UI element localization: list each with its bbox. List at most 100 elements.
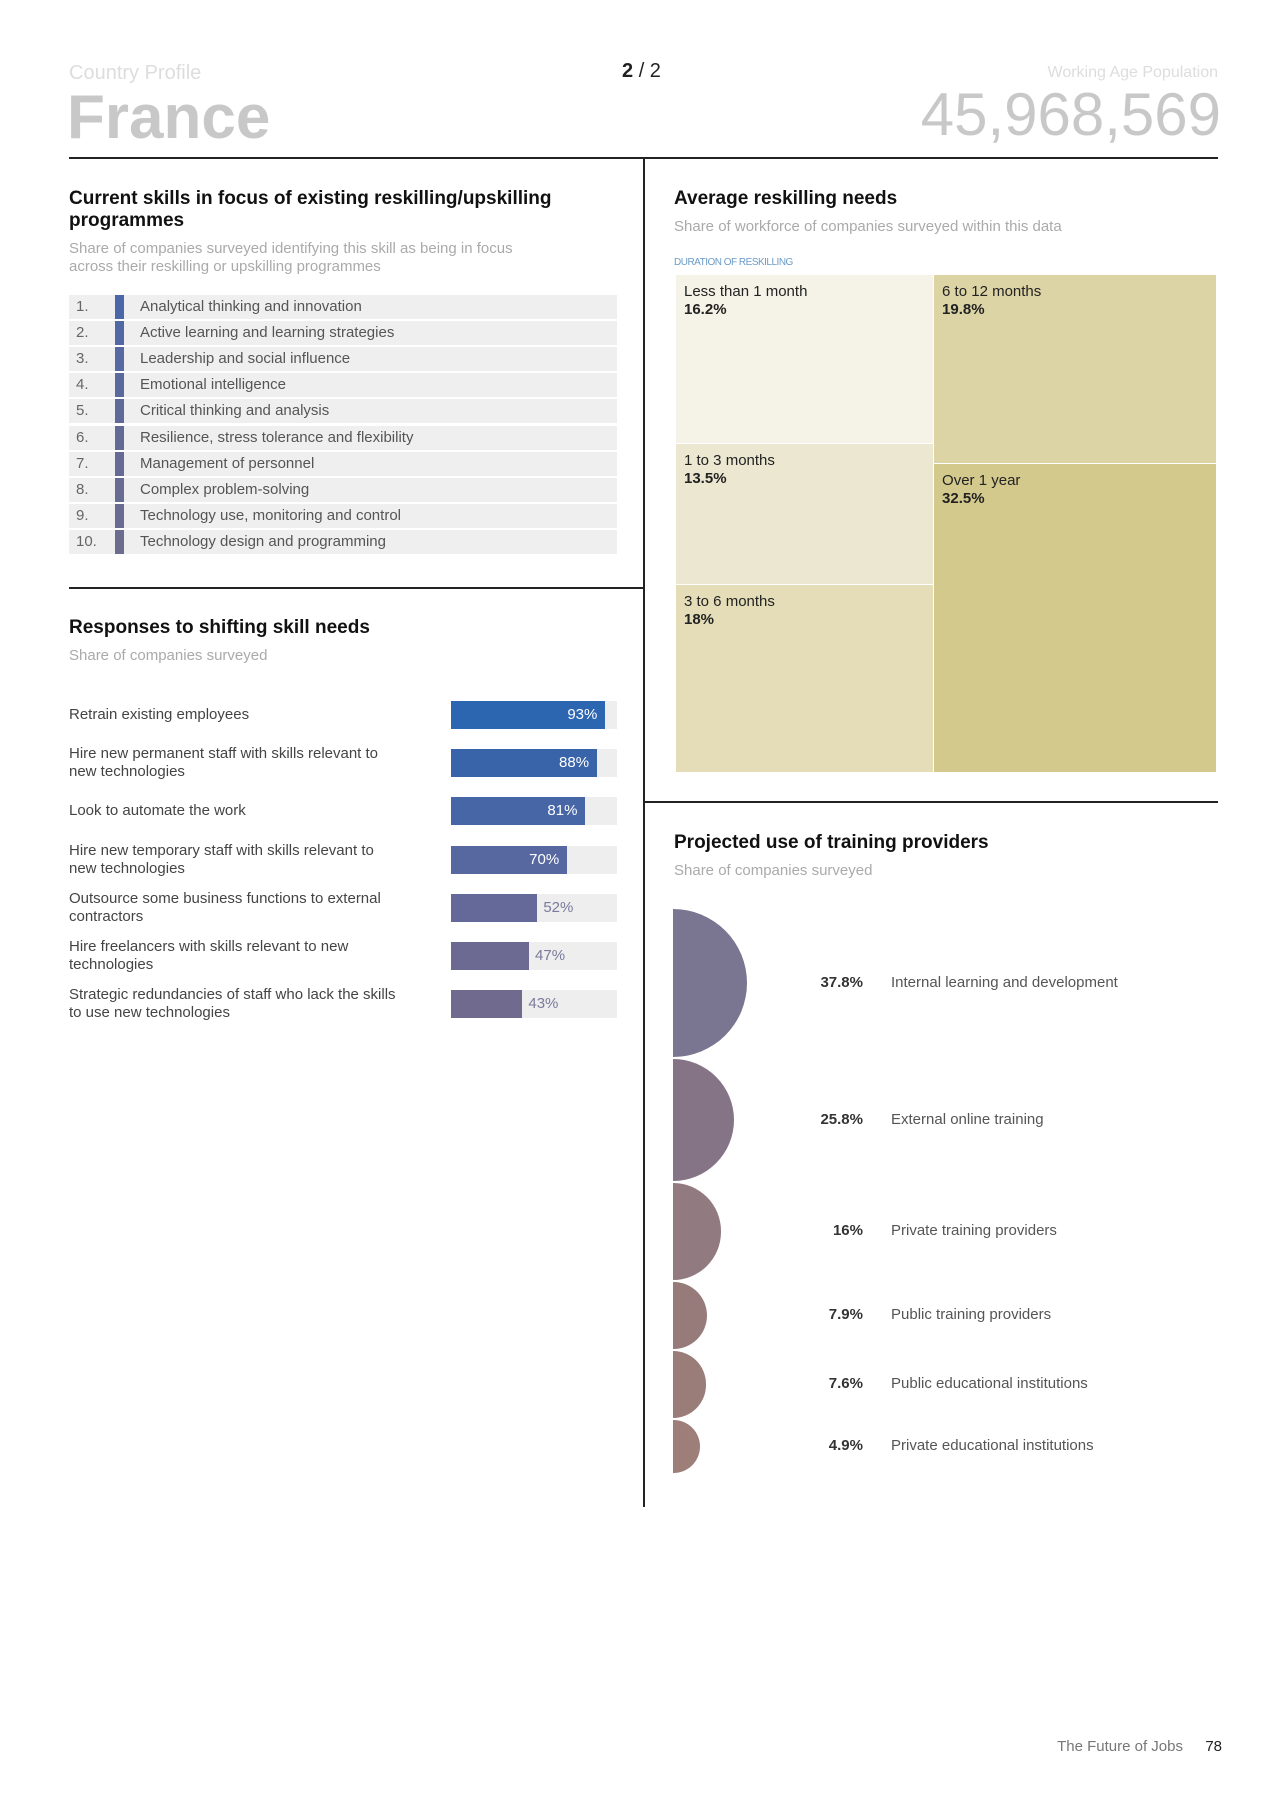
skill: Resilience, stress tolerance and flexibi… [140,428,414,446]
skill-row: 8. Complex problem-solving [69,477,617,502]
cell-name: 1 to 3 months [684,452,775,470]
chart-subtitle: Share of companies surveyed [69,647,268,664]
population: 45,968,569 [920,81,1221,148]
rank-marker [115,373,124,398]
provider-name: Private educational institutions [891,1437,1094,1455]
page-number: 78 [1205,1738,1222,1755]
value-label: 88% [559,754,590,772]
treemap-cell: Less than 1 month 16.2% [676,275,934,444]
bar-label: Outsource some business functions to ext… [69,889,381,925]
bar-label: Retrain existing employees [69,706,250,723]
rank-marker [115,425,124,450]
chart-subtitle: Share of workforce of companies surveyed… [674,218,1062,235]
section-label: Country Profile [69,62,202,84]
chart-title: Responses to shifting skill needs [69,617,370,638]
chart-subtitle: Share of companies surveyed [674,862,873,879]
treemap-label: DURATION OF RESKILLING [674,257,793,268]
provider-name: Private training providers [891,1222,1057,1240]
skill-row: 4. Emotional intelligence [69,373,617,398]
rank: 7. [76,454,89,472]
rank-marker [115,321,124,346]
skill: Critical thinking and analysis [140,402,330,420]
skill: Complex problem-solving [140,480,310,498]
country: France [67,83,271,152]
rank-marker [115,295,124,319]
cell-value: 19.8% [942,301,985,318]
value-label: 70% [529,850,560,868]
skill: Active learning and learning strategies [140,324,395,342]
half-circle [673,1351,707,1418]
half-circle [673,1281,707,1350]
rank: 5. [76,402,89,420]
treemap-cell: 6 to 12 months 19.8% [934,275,1216,463]
skill-row: 2. Active learning and learning strategie… [69,321,617,346]
page-total: / 2 [638,60,661,82]
cell-name: 3 to 6 months [684,593,775,611]
skill: Leadership and social influence [140,350,351,368]
rank-marker [115,477,124,502]
bar [451,749,598,778]
bar [451,701,606,729]
bar [451,893,538,922]
skill: Management of personnel [140,454,315,472]
bar [451,942,530,970]
cell-value: 18% [684,611,715,629]
skill-row: 5. Critical thinking and analysis [69,399,617,424]
value-label: 25.8% [820,1111,863,1129]
provider-name: Internal learning and development [891,974,1118,991]
half-circle [673,1183,722,1280]
publication: The Future of Jobs [1057,1738,1183,1755]
section-rule [644,801,1218,803]
value-label: 4.9% [828,1437,863,1455]
skill-row: 9. Technology use, monitoring and control [69,503,617,528]
cell-name: 6 to 12 months [942,283,1042,300]
cell-name: Less than 1 month [684,283,808,300]
rank: 3. [76,350,89,368]
skill-row: 1. Analytical thinking and innovation [69,295,617,319]
rank-marker [115,451,124,476]
value-label: 47% [535,947,566,964]
half-circle [673,909,747,1057]
skill-row: 10. Technology design and programming [69,529,617,554]
bar-label: Hire new permanent staff with skills rel… [69,745,379,781]
bar [451,797,586,826]
rank-marker [115,529,124,554]
half-circle [673,1419,700,1473]
rank: 4. [76,376,89,394]
bar-label: Strategic redundancies of staff who lack… [69,986,396,1022]
provider-name: Public educational institutions [891,1375,1088,1393]
skill-row: 3. Leadership and social influence [69,347,617,372]
value-label: 81% [547,802,578,820]
header-rule [69,157,1218,159]
treemap-cell: Over 1 year 32.5% [934,463,1216,772]
page-indicator: 2 / 2 [622,60,661,83]
cell-value: 16.2% [684,301,727,318]
bar-label: Hire new temporary staff with skills rel… [69,841,374,877]
bar-label: Hire freelancers with skills relevant to… [69,938,349,973]
bar-label: Look to automate the work [69,802,246,820]
skill: Technology use, monitoring and control [140,506,401,524]
skill: Emotional intelligence [140,376,286,394]
skill-row: 6. Resilience, stress tolerance and flexi… [69,425,617,450]
treemap-cell: 3 to 6 months 18% [676,585,934,772]
rank: 2. [76,324,89,342]
column-divider [643,159,645,1507]
page-current: 2 [622,60,634,82]
chart-title: Average reskilling needs [674,188,898,209]
skills-subtitle: Share of companies surveyed identifying … [69,240,513,275]
half-circle [673,1059,735,1182]
bar [451,845,568,874]
rank: 9. [76,506,89,524]
population-label: Working Age Population [1047,64,1218,81]
rank: 1. [76,298,89,315]
value-label: 16% [832,1222,863,1240]
cell-value: 32.5% [942,489,985,507]
skill: Technology design and programming [140,532,386,550]
chart-title: Projected use of training providers [674,832,989,853]
skills-title: Current skills in focus of existing resk… [69,188,552,231]
provider-name: External online training [891,1111,1044,1129]
value-label: 7.9% [828,1306,863,1324]
value-label: 52% [543,898,574,916]
value-label: 37.8% [820,974,863,991]
